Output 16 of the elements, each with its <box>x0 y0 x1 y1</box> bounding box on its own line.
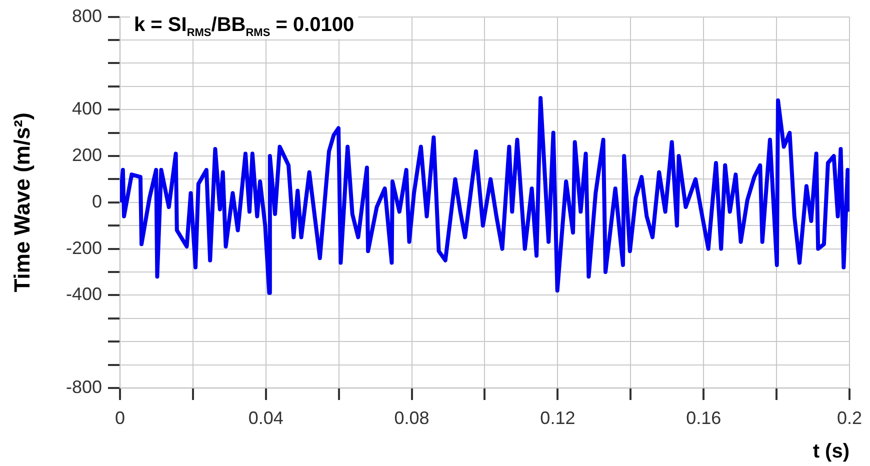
y-tick-label: 200 <box>72 144 102 165</box>
y-tick-label: 400 <box>72 98 102 119</box>
x-tick-label: 0.2 <box>836 408 862 428</box>
y-tick-label: -200 <box>66 238 102 258</box>
annotation: k = SI$_{RMS}$/BB$_{RMS}$ = 0.0100 <box>130 14 358 39</box>
y-axis-title: Time Wave (m/s²) <box>9 112 34 292</box>
y-tick-label: -400 <box>66 284 102 304</box>
x-tick-label: 0.16 <box>686 408 722 428</box>
y-tick-label: 800 <box>72 6 102 26</box>
x-axis-title: t (s) <box>812 440 850 463</box>
y-tick-label: 0 <box>92 191 102 212</box>
x-tick-label: 0 <box>114 408 126 428</box>
x-tick-label: 0.04 <box>248 408 284 428</box>
x-tick-label: 0.08 <box>394 408 430 428</box>
x-tick-label: 0.12 <box>540 408 576 428</box>
y-tick-label: -800 <box>66 376 102 397</box>
